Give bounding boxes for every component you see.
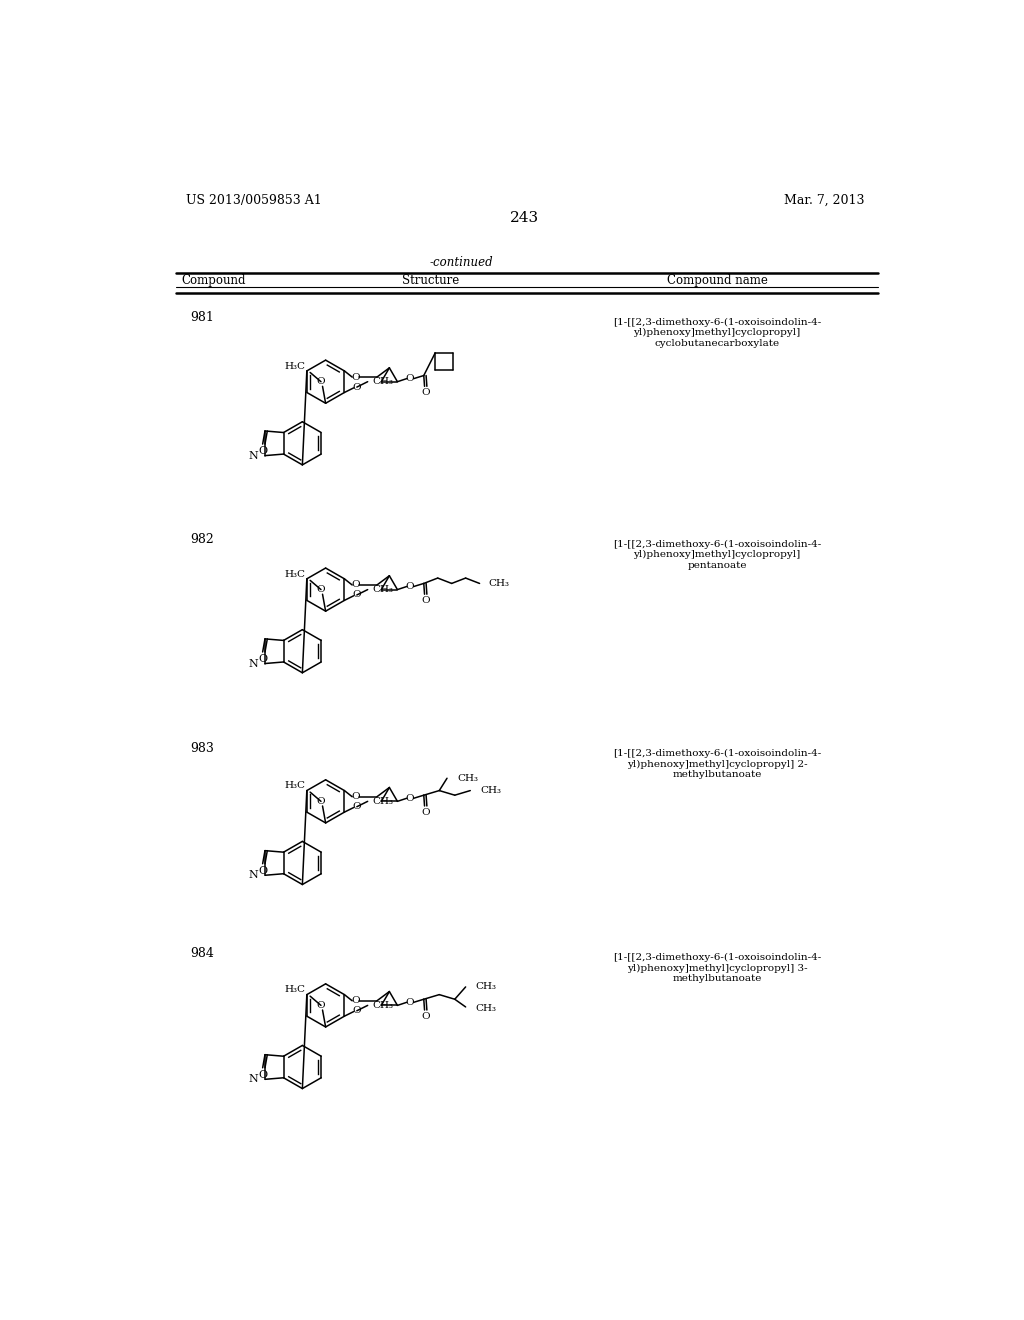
- Text: O: O: [316, 378, 326, 387]
- Text: CH₃: CH₃: [476, 982, 497, 991]
- Text: Mar. 7, 2013: Mar. 7, 2013: [783, 194, 864, 207]
- Text: US 2013/0059853 A1: US 2013/0059853 A1: [186, 194, 322, 207]
- Text: 243: 243: [510, 211, 540, 226]
- Text: H₃C: H₃C: [285, 362, 305, 371]
- Text: Structure: Structure: [401, 273, 459, 286]
- Text: O: O: [351, 372, 359, 381]
- Text: O: O: [351, 997, 359, 1006]
- Text: O: O: [421, 808, 430, 817]
- Text: O: O: [406, 374, 414, 383]
- Text: N: N: [248, 1074, 258, 1084]
- Text: CH₃: CH₃: [373, 797, 393, 805]
- Text: [1-[[2,3-dimethoxy-6-(1-oxoisoindolin-4-
yl)phenoxy]methyl]cyclopropyl]
cyclobut: [1-[[2,3-dimethoxy-6-(1-oxoisoindolin-4-…: [613, 318, 821, 348]
- Text: Compound: Compound: [181, 273, 246, 286]
- Text: [1-[[2,3-dimethoxy-6-(1-oxoisoindolin-4-
yl)phenoxy]methyl]cyclopropyl] 2-
methy: [1-[[2,3-dimethoxy-6-(1-oxoisoindolin-4-…: [613, 748, 821, 779]
- Text: O: O: [351, 581, 359, 590]
- Text: [1-[[2,3-dimethoxy-6-(1-oxoisoindolin-4-
yl)phenoxy]methyl]cyclopropyl] 3-
methy: [1-[[2,3-dimethoxy-6-(1-oxoisoindolin-4-…: [613, 953, 821, 983]
- Text: O: O: [316, 797, 326, 805]
- Text: 981: 981: [190, 312, 214, 325]
- Text: O: O: [352, 1006, 361, 1015]
- Text: N: N: [248, 870, 258, 880]
- Text: O: O: [421, 595, 430, 605]
- Text: -continued: -continued: [429, 256, 494, 269]
- Text: O: O: [421, 388, 430, 397]
- Text: H₃C: H₃C: [285, 781, 305, 791]
- Text: O: O: [406, 998, 414, 1007]
- Text: N: N: [248, 450, 258, 461]
- Text: Compound name: Compound name: [667, 273, 767, 286]
- Text: CH₃: CH₃: [373, 1001, 393, 1010]
- Text: O: O: [406, 793, 414, 803]
- Text: O: O: [421, 1011, 430, 1020]
- Text: CH₃: CH₃: [373, 378, 393, 387]
- Text: 983: 983: [190, 742, 214, 755]
- Text: O: O: [259, 1069, 268, 1080]
- Text: H₃C: H₃C: [285, 986, 305, 994]
- Text: CH₃: CH₃: [457, 774, 478, 783]
- Text: 982: 982: [190, 533, 214, 546]
- Text: CH₃: CH₃: [488, 579, 510, 587]
- Text: O: O: [352, 803, 361, 812]
- Text: O: O: [352, 590, 361, 599]
- Text: O: O: [259, 653, 268, 664]
- Text: [1-[[2,3-dimethoxy-6-(1-oxoisoindolin-4-
yl)phenoxy]methyl]cyclopropyl]
pentanoa: [1-[[2,3-dimethoxy-6-(1-oxoisoindolin-4-…: [613, 540, 821, 570]
- Text: CH₃: CH₃: [480, 787, 502, 795]
- Text: O: O: [351, 792, 359, 801]
- Text: H₃C: H₃C: [285, 570, 305, 578]
- Text: 984: 984: [190, 946, 214, 960]
- Text: O: O: [316, 585, 326, 594]
- Text: N: N: [248, 659, 258, 668]
- Text: CH₃: CH₃: [476, 1005, 497, 1012]
- Text: O: O: [352, 383, 361, 392]
- Text: O: O: [259, 866, 268, 875]
- Text: CH₃: CH₃: [373, 585, 393, 594]
- Text: O: O: [316, 1001, 326, 1010]
- Text: O: O: [406, 582, 414, 591]
- Text: O: O: [259, 446, 268, 455]
